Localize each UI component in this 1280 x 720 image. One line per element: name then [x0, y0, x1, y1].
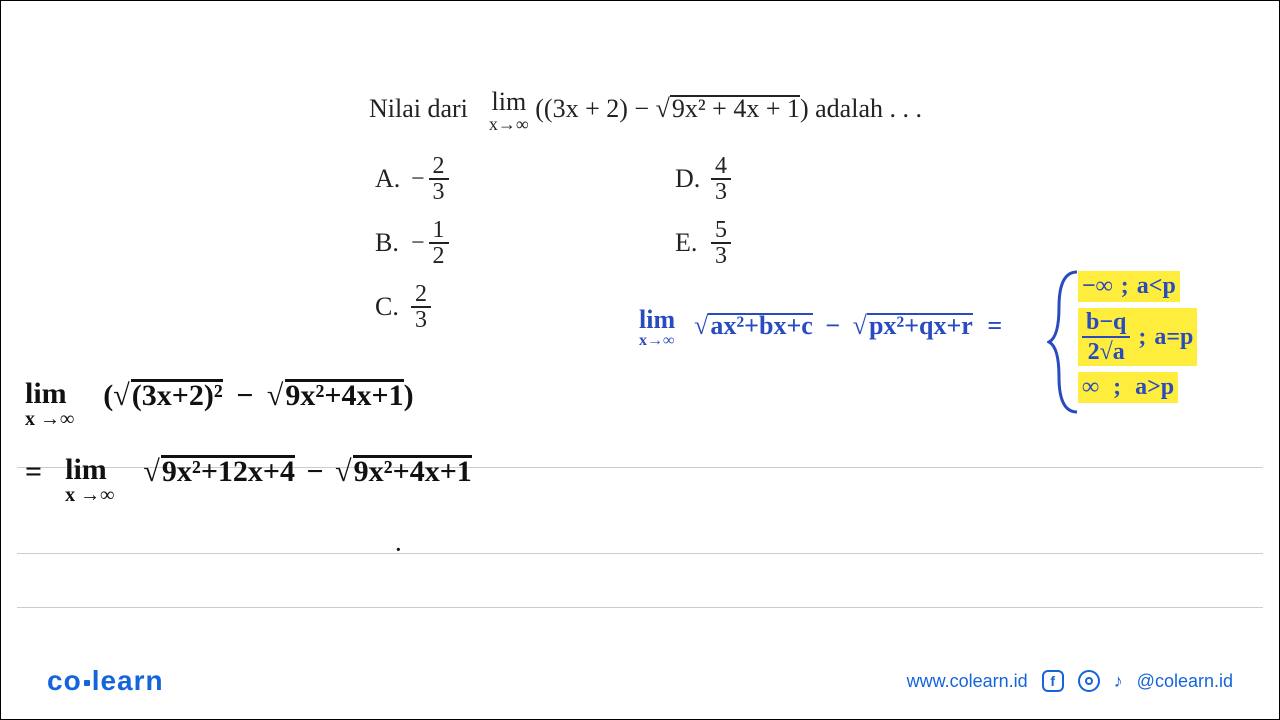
q-expr-close: ) adalah . . .: [800, 94, 922, 123]
opt-B-sign: −: [411, 230, 425, 257]
option-row-ad: A. − 2 3 D. 4 3: [375, 147, 935, 211]
brand-logo: colearn: [47, 665, 164, 697]
dot-icon: [84, 680, 90, 686]
case-1: −∞ ; a<p: [1072, 269, 1203, 304]
sqrt-sign: √9x² + 4x + 1: [656, 94, 800, 124]
formula-annotation: lim x→∞ √ax²+bx+c − √px²+qx+r =: [639, 307, 1010, 349]
opt-E-frac: 5 3: [711, 218, 731, 268]
option-row-be: B. − 1 2 E. 5 3: [375, 211, 935, 275]
tiktok-icon: ♪: [1114, 671, 1123, 692]
formula-lim: lim x→∞: [639, 307, 675, 349]
footer-handle: @colearn.id: [1137, 671, 1233, 692]
opt-B-frac: 1 2: [429, 218, 449, 268]
opt-D-letter: D.: [675, 164, 711, 194]
work-dot: ·: [395, 539, 402, 562]
instagram-icon: [1078, 670, 1100, 692]
facebook-icon: f: [1042, 670, 1064, 692]
footer-right: www.colearn.id f ♪ @colearn.id: [907, 670, 1233, 692]
formula-sqrt1: √ax²+bx+c: [694, 311, 813, 341]
formula-cases: −∞ ; a<p b−q 2√a ; a=p ∞ ; a>p: [1072, 267, 1203, 407]
question-text: Nilai dari lim x→∞ ((3x + 2) − √9x² + 4x…: [369, 89, 922, 133]
rule-line: [17, 607, 1263, 608]
opt-B-letter: B.: [375, 228, 411, 258]
opt-D-frac: 4 3: [711, 154, 731, 204]
footer: colearn www.colearn.id f ♪ @colearn.id: [7, 665, 1273, 697]
opt-A-sign: −: [411, 166, 425, 193]
opt-A-frac: 2 3: [429, 154, 449, 204]
q-expr-open: ((3x + 2) −: [535, 94, 655, 123]
opt-A-letter: A.: [375, 164, 411, 194]
rule-line: [17, 553, 1263, 554]
handwritten-work: lim x →∞ (√(3x+2)² − √9x²+4x+1) = lim x …: [25, 379, 472, 509]
work-line-1: lim x →∞ (√(3x+2)² − √9x²+4x+1): [25, 379, 472, 429]
footer-url: www.colearn.id: [907, 671, 1028, 692]
opt-C-frac: 2 3: [411, 282, 431, 332]
case-3: ∞ ; a>p: [1072, 370, 1203, 405]
q-prefix: Nilai dari: [369, 94, 468, 123]
frame: Nilai dari lim x→∞ ((3x + 2) − √9x² + 4x…: [7, 7, 1273, 713]
formula-sqrt2: √px²+qx+r: [853, 311, 973, 341]
work-line-2: = lim x →∞ √9x²+12x+4 − √9x²+4x+1: [25, 455, 472, 505]
q-radicand: 9x² + 4x + 1: [670, 94, 800, 123]
vinculum: [670, 95, 800, 97]
opt-C-letter: C.: [375, 292, 411, 322]
case-2: b−q 2√a ; a=p: [1072, 306, 1203, 368]
opt-E-letter: E.: [675, 228, 711, 258]
limit-operator: lim x→∞: [489, 89, 529, 133]
